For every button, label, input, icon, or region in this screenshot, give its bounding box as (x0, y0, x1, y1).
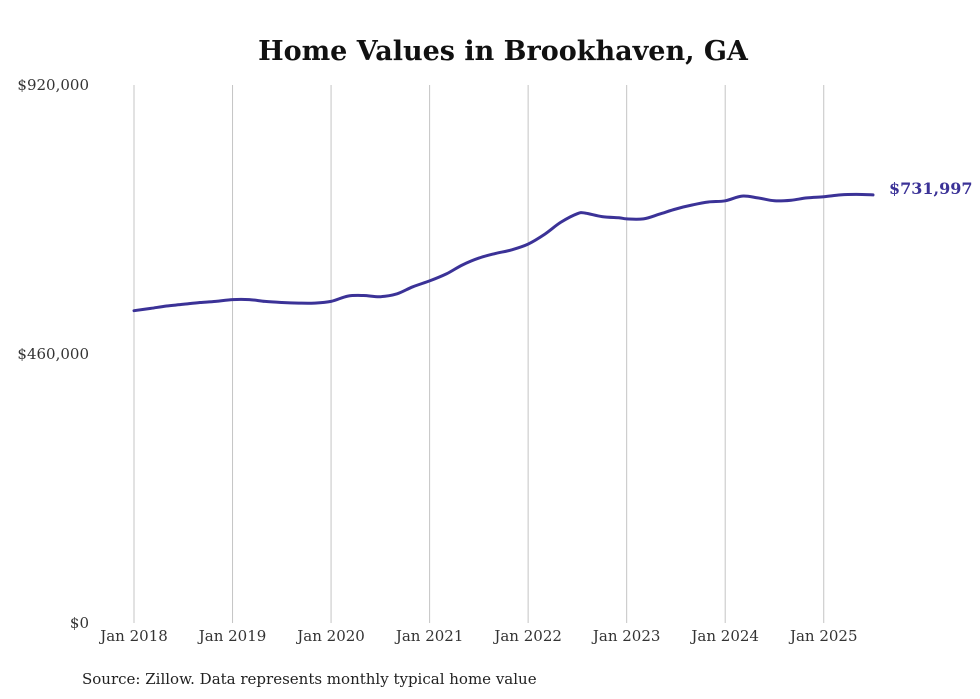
x-tick-label: Jan 2021 (394, 627, 464, 645)
x-tick-label: Jan 2018 (98, 627, 168, 645)
x-tick-label: Jan 2019 (197, 627, 267, 645)
chart-title: Home Values in Brookhaven, GA (258, 36, 749, 67)
x-tick-label: Jan 2024 (689, 627, 759, 645)
y-tick-label: $460,000 (17, 345, 89, 363)
gridlines (133, 85, 825, 623)
y-tick-label: $0 (70, 614, 89, 632)
x-tick-label: Jan 2023 (591, 627, 661, 645)
y-axis-ticks: $0 $460,000 $920,000 (17, 76, 89, 632)
x-axis-ticks: Jan 2018 Jan 2019 Jan 2020 Jan 2021 Jan 2022… (98, 627, 857, 645)
x-tick-label: Jan 2022 (492, 627, 562, 645)
x-tick-label: Jan 2025 (788, 627, 858, 645)
y-tick-label: $920,000 (17, 76, 89, 94)
end-value-label: $731,997 (889, 179, 973, 198)
source-note: Source: Zillow. Data represents monthly … (82, 670, 537, 688)
series-line-home-value (132, 192, 875, 313)
x-tick-label: Jan 2020 (295, 627, 365, 645)
